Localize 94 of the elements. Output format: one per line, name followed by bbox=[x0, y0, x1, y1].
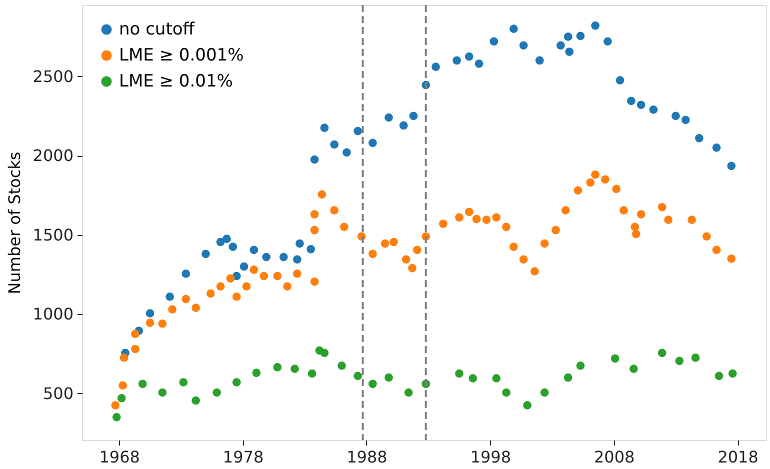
x-tick-label: 1968 bbox=[99, 448, 140, 466]
point bbox=[158, 388, 167, 397]
point bbox=[146, 309, 154, 318]
point bbox=[714, 372, 724, 380]
point bbox=[556, 41, 565, 50]
y-tick-label: 1500 bbox=[32, 225, 74, 244]
point bbox=[273, 363, 282, 372]
point bbox=[468, 374, 478, 383]
x-tick-label: 1998 bbox=[470, 448, 512, 466]
point bbox=[216, 238, 225, 246]
point bbox=[535, 56, 544, 65]
point bbox=[432, 62, 440, 71]
y-tick-label: 2500 bbox=[32, 66, 74, 86]
point bbox=[691, 354, 700, 362]
point bbox=[117, 394, 126, 402]
point bbox=[330, 140, 339, 149]
point bbox=[202, 250, 210, 258]
point bbox=[616, 76, 624, 84]
y-tick-label: 2000 bbox=[32, 146, 74, 166]
point bbox=[576, 361, 585, 370]
point bbox=[212, 388, 222, 397]
point bbox=[354, 372, 362, 380]
point bbox=[603, 37, 612, 46]
point bbox=[629, 364, 638, 373]
point bbox=[464, 52, 474, 61]
point bbox=[306, 244, 316, 254]
point bbox=[452, 56, 461, 65]
legend-label: LME ≥ 0.01% bbox=[119, 72, 233, 92]
point bbox=[492, 374, 501, 383]
point bbox=[228, 242, 238, 251]
point bbox=[279, 252, 288, 262]
point bbox=[474, 59, 484, 68]
point bbox=[290, 364, 299, 373]
y-tick-label: 500 bbox=[42, 384, 74, 403]
point bbox=[232, 378, 241, 386]
point bbox=[222, 234, 231, 244]
point bbox=[672, 112, 680, 120]
point bbox=[384, 373, 393, 382]
point bbox=[658, 348, 666, 358]
point bbox=[182, 270, 190, 278]
point bbox=[509, 24, 518, 33]
point bbox=[610, 354, 620, 363]
point bbox=[320, 124, 329, 132]
legend-label: LME ≥ 0.001% bbox=[119, 46, 244, 66]
point bbox=[728, 369, 737, 378]
point bbox=[523, 401, 532, 410]
point bbox=[342, 148, 351, 157]
point bbox=[368, 380, 377, 388]
point bbox=[250, 246, 258, 254]
point bbox=[519, 41, 528, 50]
y-tick-label: 1000 bbox=[32, 304, 74, 324]
x-tick-label: 2008 bbox=[594, 448, 635, 466]
point bbox=[252, 368, 261, 377]
point bbox=[727, 162, 736, 170]
point bbox=[192, 396, 200, 405]
point bbox=[404, 388, 413, 397]
point bbox=[310, 155, 319, 164]
point bbox=[564, 32, 572, 41]
point bbox=[565, 48, 574, 56]
point bbox=[293, 255, 302, 264]
point bbox=[320, 348, 329, 358]
x-tick-label: 2018 bbox=[718, 448, 758, 466]
point bbox=[179, 378, 188, 386]
point bbox=[455, 369, 464, 378]
legend-label: no cutoff bbox=[119, 20, 196, 40]
point bbox=[262, 252, 270, 262]
point bbox=[338, 361, 346, 370]
point bbox=[564, 373, 572, 382]
point bbox=[591, 21, 600, 30]
point bbox=[576, 32, 585, 40]
x-tick-label: 1978 bbox=[222, 448, 264, 466]
point bbox=[681, 116, 690, 124]
point bbox=[502, 388, 510, 397]
point bbox=[166, 292, 174, 301]
point bbox=[240, 262, 248, 271]
point bbox=[675, 356, 684, 366]
point bbox=[540, 388, 549, 397]
point bbox=[712, 144, 721, 152]
point bbox=[490, 37, 498, 46]
point bbox=[354, 126, 362, 136]
x-tick-label: 1988 bbox=[346, 448, 388, 466]
point bbox=[384, 113, 393, 122]
point bbox=[138, 380, 147, 388]
point bbox=[409, 112, 418, 120]
point bbox=[649, 105, 658, 114]
point bbox=[399, 121, 408, 130]
point bbox=[695, 134, 704, 142]
point bbox=[296, 239, 304, 248]
point bbox=[636, 100, 646, 110]
point bbox=[626, 96, 636, 106]
point bbox=[308, 369, 316, 378]
point bbox=[112, 412, 121, 422]
point bbox=[368, 138, 377, 148]
y-axis-title: Number of Stocks bbox=[4, 152, 24, 294]
